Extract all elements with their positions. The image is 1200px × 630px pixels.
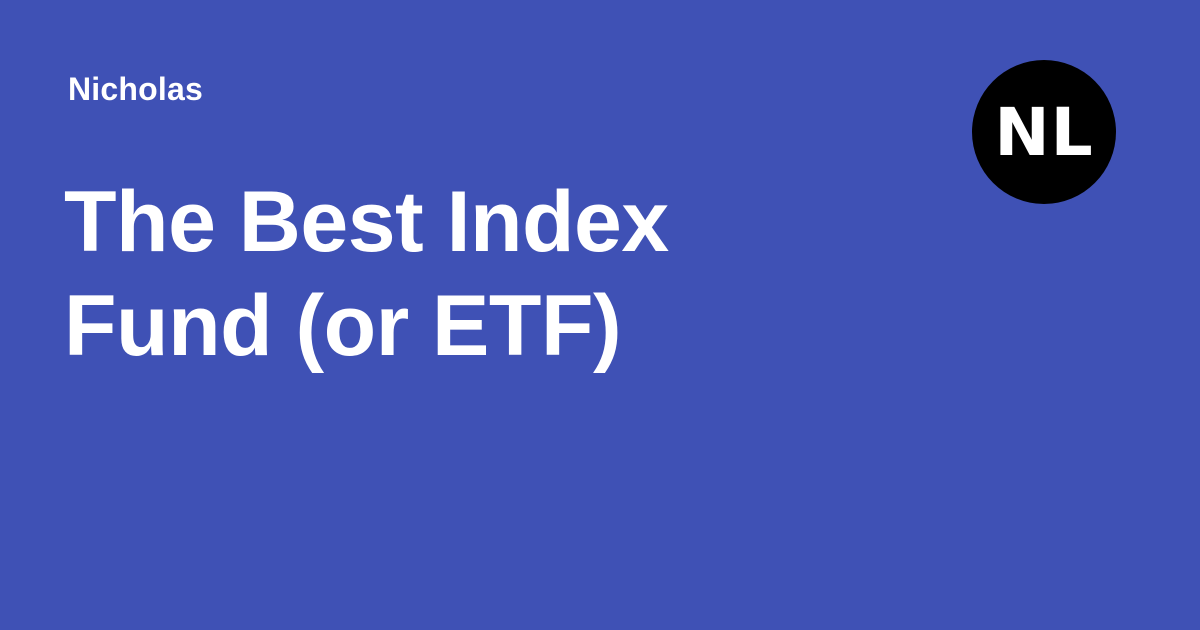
logo-initials: NL	[994, 93, 1094, 171]
article-title: The Best Index Fund (or ETF)	[64, 170, 824, 378]
author-name: Nicholas	[68, 71, 203, 107]
logo-badge: NL	[972, 60, 1116, 204]
title-line-2: Fund (or ETF)	[64, 278, 622, 374]
title-line-1: The Best Index	[64, 174, 669, 270]
